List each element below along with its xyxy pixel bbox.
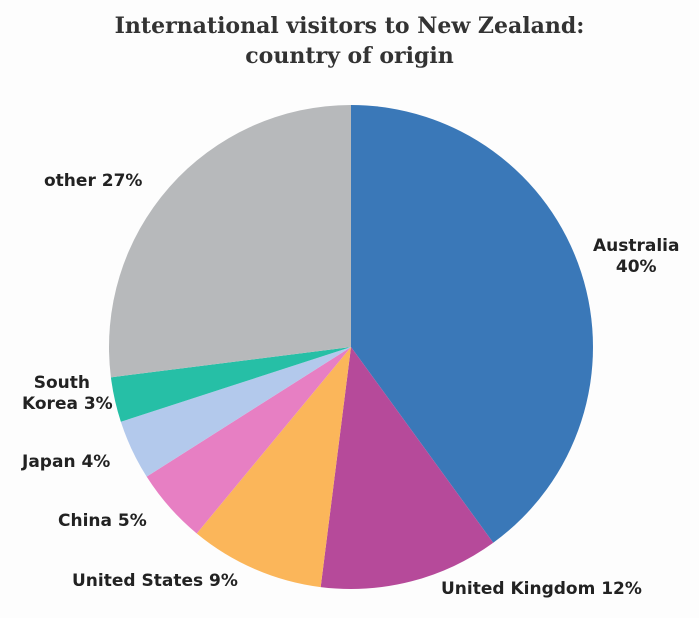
chart-title-line-2: country of origin [245,43,454,69]
label-japan: Japan 4% [22,452,110,473]
slice-south-korea [110,347,351,422]
label-united-kingdom: United Kingdom 12% [441,579,642,600]
label-australia-line-2: 40% [615,257,657,277]
label-japan-line-1: Japan 4% [22,452,111,472]
label-united-states-line-1: United States 9% [72,571,238,591]
label-australia-line-1: Australia [593,236,680,256]
slice-united-kingdom [320,347,494,589]
slice-china [146,347,351,534]
slice-other [109,105,351,378]
label-china: China 5% [58,511,147,532]
slice-united-states [196,347,351,588]
label-australia: Australia 40% [593,236,680,278]
pie-slices [109,105,593,589]
label-other: other 27% [44,171,142,192]
label-united-states: United States 9% [72,571,238,592]
label-south-korea: South Korea 3% [22,373,113,415]
label-united-kingdom-line-1: United Kingdom 12% [441,579,642,599]
label-other-line-1: other 27% [44,171,143,191]
chart-title-line-1: International visitors to New Zealand: [114,13,585,39]
slice-japan [120,347,351,477]
label-south-korea-line-2: Korea 3% [22,394,113,414]
label-china-line-1: China 5% [58,511,147,531]
label-south-korea-line-1: South [33,373,90,393]
slice-australia [351,105,593,543]
